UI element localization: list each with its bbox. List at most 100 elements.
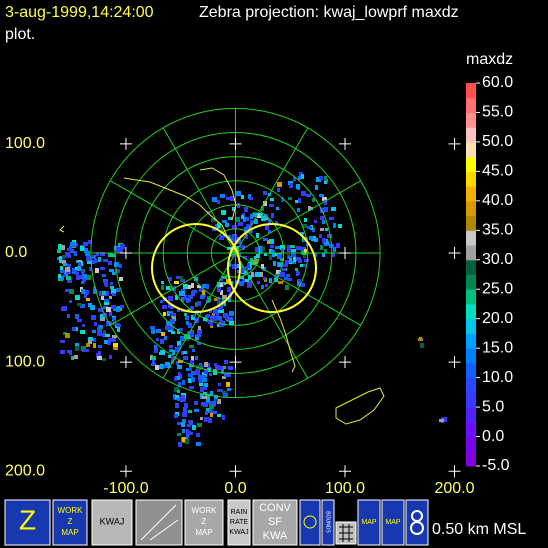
echo <box>207 363 210 368</box>
echo <box>191 291 195 296</box>
echo <box>165 326 170 330</box>
tool-button-label[interactable]: MAP <box>385 519 401 526</box>
title-time: 3-aug-1999,14:24:00 <box>5 4 154 21</box>
tool-button-label[interactable]: SF <box>268 516 282 528</box>
tool-button-label[interactable]: WORK <box>58 506 84 515</box>
echo <box>188 431 191 435</box>
echo <box>254 256 257 259</box>
echo <box>232 234 237 237</box>
echo <box>258 248 263 253</box>
colorbar-segment <box>466 421 476 438</box>
echo <box>218 366 223 370</box>
echo <box>98 351 101 356</box>
colorbar-tick-label: 10.0 <box>482 369 513 386</box>
echo <box>171 357 176 360</box>
tool-button[interactable] <box>299 499 321 546</box>
tool-button[interactable] <box>321 499 335 546</box>
tool-button-label[interactable]: Z <box>19 504 36 535</box>
echo <box>219 309 224 313</box>
echo <box>221 369 224 374</box>
echo <box>191 356 194 361</box>
tool-button-label[interactable]: KWAJ <box>229 529 248 536</box>
echo <box>112 293 116 296</box>
echo <box>227 287 231 292</box>
tool-button-label[interactable]: WORK <box>192 506 218 515</box>
tool-button-label[interactable]: KWA <box>263 530 288 542</box>
echo <box>108 261 112 265</box>
tool-button-label[interactable]: RAIN <box>231 509 248 516</box>
echo <box>182 437 186 442</box>
tool-button-label[interactable]: BOUNDS <box>325 511 331 533</box>
echo <box>195 302 198 307</box>
echo <box>98 345 102 348</box>
echo <box>197 423 202 427</box>
tool-icon <box>339 524 353 542</box>
tool-button[interactable] <box>4 499 51 546</box>
tool-button[interactable] <box>381 499 405 546</box>
echo <box>168 329 173 332</box>
echo <box>97 331 102 336</box>
echo <box>58 274 61 278</box>
tool-button-label[interactable]: KWAJ <box>100 516 125 526</box>
echo <box>65 289 70 292</box>
echo <box>60 340 65 343</box>
echo <box>167 322 172 327</box>
echo <box>257 213 261 218</box>
x-tick-label: -100.0 <box>103 480 148 497</box>
tool-button-label[interactable]: Z <box>202 517 207 526</box>
echo <box>200 295 205 299</box>
echo <box>260 213 263 216</box>
echo <box>420 343 424 348</box>
echo <box>57 257 60 260</box>
echo <box>217 200 220 204</box>
tool-button-label[interactable]: CONV <box>259 502 291 514</box>
echo <box>298 198 301 203</box>
echo <box>186 298 189 303</box>
coastline <box>123 177 229 239</box>
echo <box>213 370 217 375</box>
echo <box>336 243 340 248</box>
echo <box>109 269 114 272</box>
echo <box>184 313 187 316</box>
echo <box>280 272 285 277</box>
island <box>335 387 385 425</box>
echo <box>160 300 163 303</box>
echo <box>263 191 267 195</box>
tool-button[interactable] <box>227 499 251 546</box>
tool-button-label[interactable]: RATE <box>230 519 248 526</box>
tool-button-label[interactable]: MAP <box>195 528 212 537</box>
tool-button[interactable] <box>252 499 298 546</box>
echo <box>230 196 234 201</box>
echo <box>314 220 317 223</box>
echo <box>203 385 207 390</box>
grid-cross <box>229 465 242 478</box>
echo <box>314 253 317 257</box>
tool-button[interactable] <box>357 499 381 546</box>
azimuth-line <box>110 180 236 254</box>
echo <box>261 206 264 211</box>
echo <box>222 220 227 223</box>
echo <box>214 298 217 301</box>
echo <box>111 305 116 309</box>
echo <box>210 391 213 396</box>
tool-button[interactable] <box>184 499 224 546</box>
echo <box>178 372 181 376</box>
tool-button-label[interactable]: MAP <box>361 519 377 526</box>
echo <box>97 356 102 360</box>
grid-cross <box>448 137 461 150</box>
echo <box>104 291 109 296</box>
tool-button[interactable] <box>52 499 88 546</box>
altitude-status: 0.50 km MSL <box>432 521 526 538</box>
echo <box>163 312 166 316</box>
echo <box>81 269 84 273</box>
echo <box>277 254 282 259</box>
echo <box>217 284 221 289</box>
echo <box>236 191 241 196</box>
echo <box>194 409 199 412</box>
colorbar-tick-label: 40.0 <box>482 192 513 209</box>
echo <box>212 197 217 202</box>
tool-button-label[interactable]: MAP <box>61 528 78 537</box>
echo <box>166 363 169 368</box>
tool-button-label[interactable]: Z <box>68 517 73 526</box>
tool-button[interactable] <box>91 499 133 546</box>
